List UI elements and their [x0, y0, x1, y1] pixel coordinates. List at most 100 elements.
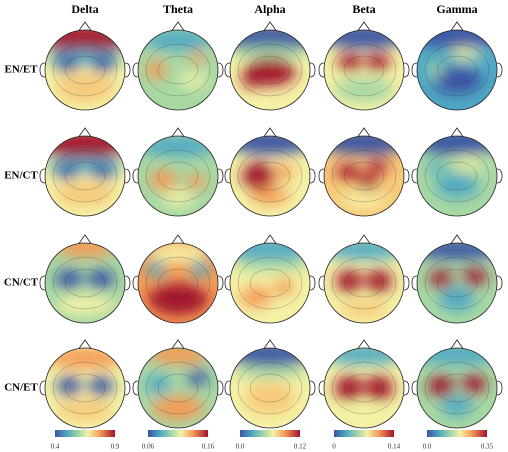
colorbar-min: 0.06 — [142, 443, 155, 451]
nose — [450, 234, 464, 244]
contour — [237, 149, 303, 203]
contour — [52, 361, 118, 415]
colorbar-max: 0.9 — [111, 443, 120, 451]
colorbar — [55, 430, 115, 437]
blob — [274, 279, 294, 295]
row-label: EN/ET — [4, 64, 38, 76]
head — [229, 242, 311, 324]
topomap-blobs — [55, 243, 115, 315]
blob — [439, 287, 475, 311]
head — [44, 135, 126, 217]
nose — [78, 339, 92, 349]
nose — [357, 127, 371, 137]
ear-right — [403, 168, 410, 184]
contour — [343, 373, 385, 403]
row-label: CN/CT — [4, 277, 39, 289]
column-title: Delta — [71, 2, 98, 16]
blob — [432, 66, 482, 94]
blob — [417, 243, 497, 259]
ear-left — [224, 168, 231, 184]
topomap-blobs — [324, 30, 404, 102]
head — [323, 242, 405, 324]
blob — [441, 396, 473, 416]
blob — [89, 376, 113, 396]
head — [323, 135, 405, 217]
topomap — [324, 348, 404, 428]
blob — [417, 136, 497, 154]
contour — [331, 256, 397, 310]
contour — [157, 161, 199, 191]
blob — [338, 53, 362, 71]
topomap — [138, 136, 218, 216]
row-label: EN/CT — [4, 170, 38, 182]
contour — [249, 268, 291, 298]
ear-left — [224, 62, 231, 78]
nose — [263, 127, 277, 137]
ear-right — [309, 380, 316, 396]
colorbar — [334, 430, 394, 437]
ear-right — [124, 380, 131, 396]
contour — [145, 149, 211, 203]
head — [44, 242, 126, 324]
ear-right — [496, 275, 503, 291]
head — [44, 347, 126, 429]
topomap-blobs — [417, 30, 497, 94]
blob — [57, 376, 81, 396]
ear-right — [217, 62, 224, 78]
blob — [428, 375, 454, 397]
nose — [263, 234, 277, 244]
topomap — [45, 243, 125, 323]
nose — [171, 21, 185, 31]
ear-right — [309, 62, 316, 78]
blob — [324, 243, 404, 259]
blob — [149, 170, 177, 190]
blob — [55, 243, 115, 257]
blob — [45, 348, 125, 368]
ear-left — [39, 168, 46, 184]
ear-left — [318, 62, 325, 78]
ear-left — [132, 168, 139, 184]
contour — [145, 256, 211, 310]
blob — [242, 68, 262, 88]
blob — [148, 283, 208, 315]
contour — [249, 161, 291, 191]
contour — [52, 256, 118, 310]
blob — [45, 30, 125, 52]
contour — [249, 55, 291, 85]
ear-right — [124, 168, 131, 184]
topomap — [324, 136, 404, 216]
blob — [143, 30, 213, 50]
blob — [230, 136, 310, 154]
blob — [429, 270, 453, 288]
contour — [436, 373, 478, 403]
blob — [148, 243, 208, 263]
blob — [427, 162, 447, 174]
head — [416, 29, 498, 111]
blob — [245, 382, 295, 414]
nose — [357, 339, 371, 349]
contour — [424, 149, 490, 203]
ear-right — [403, 275, 410, 291]
ear-left — [411, 62, 418, 78]
blob — [324, 348, 404, 364]
contour — [145, 361, 211, 415]
nose — [171, 339, 185, 349]
topomap — [417, 30, 497, 110]
head — [323, 29, 405, 111]
colorbar-min: 0.0 — [423, 443, 432, 451]
blob — [55, 295, 115, 315]
colorbar-max: 0.16 — [202, 443, 215, 451]
topomap — [45, 30, 125, 110]
blob — [336, 164, 360, 180]
contour — [64, 55, 106, 85]
blob — [340, 192, 388, 208]
head — [44, 29, 126, 111]
ear-left — [318, 275, 325, 291]
head — [229, 135, 311, 217]
ear-left — [39, 62, 46, 78]
ear-left — [39, 380, 46, 396]
contour — [424, 43, 490, 97]
contour — [436, 161, 478, 191]
blob — [435, 174, 479, 198]
